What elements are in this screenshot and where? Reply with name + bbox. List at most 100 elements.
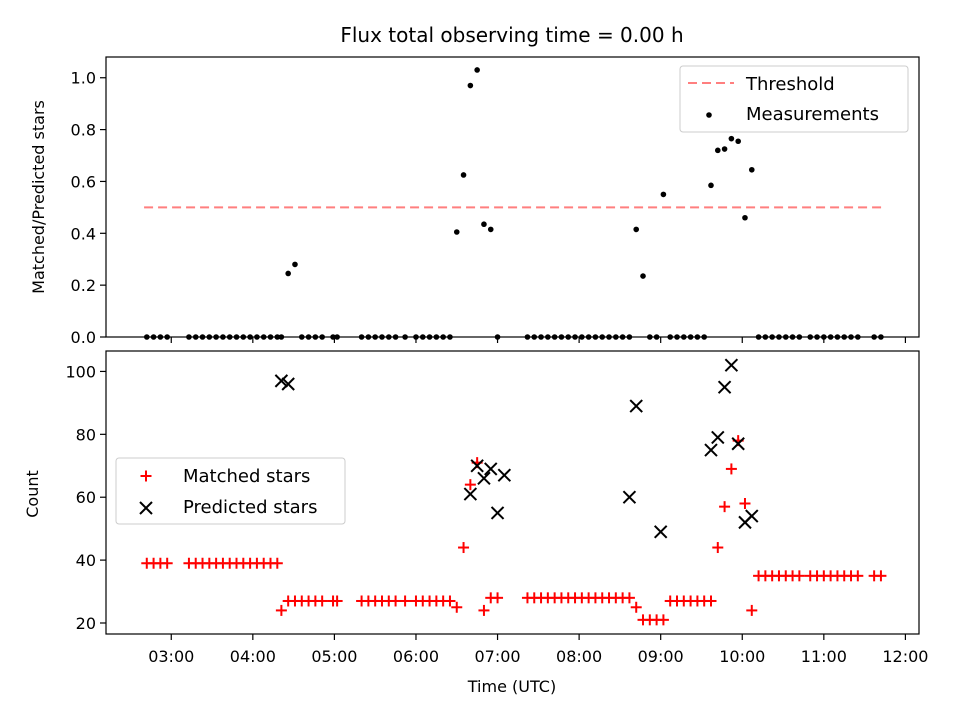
measurement-point xyxy=(735,138,741,145)
y-tick-label: 0.8 xyxy=(71,121,96,140)
matched-point xyxy=(793,570,805,582)
matched-point xyxy=(852,570,864,582)
y-tick-label: 60 xyxy=(76,488,96,507)
predicted-legend-marker xyxy=(139,501,153,515)
predicted-point xyxy=(629,399,643,413)
matched-point xyxy=(478,604,490,616)
predicted-point-b xyxy=(745,509,759,523)
matched-point xyxy=(271,557,283,569)
measurement-point xyxy=(660,191,667,198)
x-tick-label: 08:00 xyxy=(556,647,602,666)
predicted-point xyxy=(622,490,637,504)
measurements-legend-swatch xyxy=(706,112,712,118)
count-axes-frame xyxy=(105,350,920,635)
matched-point xyxy=(331,595,343,607)
predicted-point xyxy=(724,358,739,372)
measurement-point xyxy=(742,214,748,221)
matched-point xyxy=(444,595,456,607)
predicted-point-b xyxy=(711,430,725,445)
matched-point xyxy=(719,501,731,513)
matched-legend-marker xyxy=(140,470,152,482)
predicted-point-b xyxy=(653,525,668,539)
matched-point xyxy=(712,542,724,554)
predicted-point xyxy=(745,509,759,523)
legend-ratio: Threshold Measurements xyxy=(679,65,909,133)
predicted-point-b xyxy=(274,374,289,388)
predicted-point xyxy=(717,380,732,394)
y-tick-label: 80 xyxy=(76,425,96,444)
matched-point xyxy=(458,542,470,554)
predicted-point-b xyxy=(622,490,637,504)
predicted-point-b xyxy=(731,437,745,451)
x-axis-label: Time (UTC) xyxy=(467,677,556,696)
x-tick-label: 06:00 xyxy=(393,647,439,666)
ratio-axes-frame xyxy=(105,56,920,338)
x-ticks-ratio xyxy=(170,337,907,343)
measurement-point xyxy=(633,226,640,233)
measurement-point xyxy=(728,135,735,142)
predicted-point xyxy=(470,459,484,473)
x-ticks-count: 03:00 04:00 05:00 06:00 07:00 08:00 09:00 10:00… xyxy=(148,634,928,666)
measurement-point xyxy=(487,226,494,233)
matched-point xyxy=(316,595,328,607)
x-tick-label: 07:00 xyxy=(474,647,520,666)
predicted-point-b xyxy=(470,459,484,473)
legend-box xyxy=(115,457,346,525)
predicted-point-b xyxy=(724,358,739,372)
y-tick-label: 0.2 xyxy=(71,276,96,295)
measurement-point xyxy=(714,147,721,154)
predicted-point xyxy=(477,471,491,486)
matched-point xyxy=(657,614,669,626)
measurement-point xyxy=(285,270,291,277)
x-tick-label: 03:00 xyxy=(148,647,194,666)
matched-point xyxy=(275,604,287,616)
predicted-point xyxy=(463,487,478,501)
x-tick-label: 05:00 xyxy=(311,647,357,666)
matched-legend-swatch xyxy=(140,470,152,482)
measurement-point xyxy=(481,221,487,228)
predicted-point-b xyxy=(704,443,718,457)
y-axis-label-count: Count xyxy=(23,470,42,518)
matched-point xyxy=(451,601,463,613)
predicted-point xyxy=(731,437,745,451)
y-tick-label: 1.0 xyxy=(71,69,96,88)
y-axis-label-ratio: Matched/Predicted stars xyxy=(29,100,48,294)
matched-point xyxy=(630,601,642,613)
predicted-point-b xyxy=(717,380,732,394)
chart-title: Flux total observing time = 0.00 h xyxy=(340,23,683,47)
x-tick-label: 12:00 xyxy=(882,647,928,666)
matched-point xyxy=(746,604,758,616)
matched-point xyxy=(725,463,737,475)
x-tick-label: 11:00 xyxy=(801,647,847,666)
legend-label-measurements: Measurements xyxy=(746,104,879,125)
predicted-point xyxy=(653,525,668,539)
predicted-point-b xyxy=(497,468,512,482)
matched-point xyxy=(739,498,751,510)
y-tick-label: 0.6 xyxy=(71,172,96,191)
legend-count: Matched stars Predicted stars xyxy=(115,457,346,525)
predicted-point-b xyxy=(281,377,295,391)
measurement-point xyxy=(292,261,298,268)
matched-point xyxy=(705,595,717,607)
matched-stars-points xyxy=(141,435,887,626)
legend-box xyxy=(679,65,909,133)
predicted-point xyxy=(490,506,505,520)
y-tick-label: 100 xyxy=(65,362,96,381)
measurement-point xyxy=(708,182,714,189)
y-ticks-count: 20 40 60 80 100 xyxy=(65,362,106,633)
y-tick-label: 0.0 xyxy=(71,328,96,347)
predicted-point xyxy=(497,468,512,482)
measurement-point xyxy=(721,146,728,152)
x-tick-label: 04:00 xyxy=(230,647,276,666)
predicted-legend-swatch xyxy=(139,501,153,515)
measurement-point xyxy=(460,172,467,178)
matched-point xyxy=(399,595,411,607)
predicted-point xyxy=(281,377,295,391)
y-tick-label: 0.4 xyxy=(71,224,96,243)
predicted-point xyxy=(274,374,289,388)
measurement-point xyxy=(640,273,646,279)
x-tick-label: 10:00 xyxy=(719,647,765,666)
legend-label-matched: Matched stars xyxy=(183,466,310,487)
matched-point xyxy=(623,592,635,604)
